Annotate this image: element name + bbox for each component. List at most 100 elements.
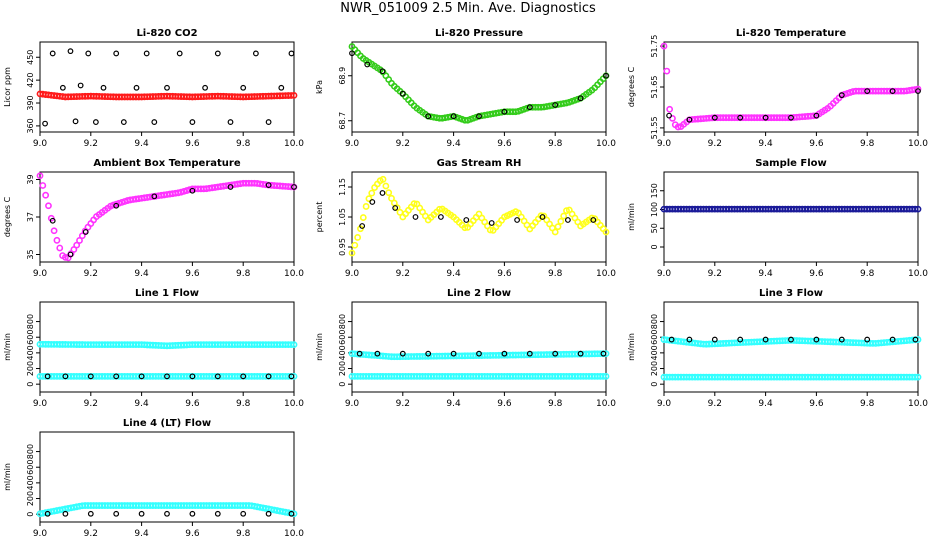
data-point bbox=[813, 336, 820, 343]
data-point bbox=[915, 88, 921, 94]
x-tick-label: 9.8 bbox=[548, 399, 563, 409]
data-point bbox=[287, 183, 295, 191]
data-point bbox=[59, 84, 66, 91]
x-tick-label: 9.0 bbox=[33, 269, 48, 279]
series-rh-raw bbox=[348, 175, 610, 257]
x-tick-label: 10.0 bbox=[908, 139, 928, 149]
data-point bbox=[813, 112, 820, 119]
data-point bbox=[600, 350, 607, 357]
data-point bbox=[599, 372, 607, 380]
chart-line4: Line 4 (LT) Flow ml/min 9.0 9.2 9.4 9.6 9.8 10.… bbox=[3, 418, 304, 539]
data-point bbox=[113, 50, 120, 57]
y-axis-label: Licor ppm bbox=[3, 67, 12, 107]
y-axis-label: percent bbox=[315, 202, 324, 233]
data-point bbox=[393, 204, 401, 212]
data-point bbox=[359, 214, 367, 221]
data-point bbox=[565, 217, 571, 223]
data-point bbox=[552, 350, 559, 357]
series-box-temp-avg bbox=[49, 182, 297, 258]
data-point bbox=[914, 85, 922, 93]
x-tick-label: 9.2 bbox=[396, 139, 410, 149]
x-tick-label: 9.8 bbox=[860, 139, 875, 149]
y-axis-label: ml/min bbox=[315, 333, 324, 361]
data-point bbox=[737, 114, 744, 121]
series-line1-high bbox=[36, 340, 298, 350]
data-point bbox=[189, 510, 196, 517]
data-point bbox=[501, 108, 508, 115]
data-point bbox=[62, 510, 69, 517]
data-point bbox=[214, 510, 221, 517]
series-line4-avg bbox=[44, 510, 295, 517]
data-point bbox=[711, 336, 718, 343]
data-point bbox=[44, 373, 51, 380]
data-point bbox=[514, 217, 520, 223]
data-point bbox=[189, 373, 196, 380]
data-point bbox=[49, 50, 56, 57]
data-point bbox=[288, 373, 295, 380]
chart-line2: Line 2 Flow ml/min 9.0 9.2 9.4 9.6 9.8 10.0 0 200… bbox=[315, 288, 616, 409]
data-point bbox=[72, 118, 79, 125]
series-line2-low bbox=[348, 372, 610, 380]
data-point bbox=[436, 205, 443, 213]
chart-sample-flow: Sample Flow ml/min 9.0 9.2 9.4 9.6 9.8 10.0 0 50 1… bbox=[627, 158, 928, 279]
data-point bbox=[120, 119, 127, 125]
y-tick-label: 200 bbox=[26, 361, 35, 376]
data-point bbox=[388, 194, 395, 202]
data-point bbox=[73, 241, 81, 249]
data-point bbox=[788, 336, 794, 343]
x-tick-label: 9.6 bbox=[185, 139, 200, 149]
x-tick-label: 9.0 bbox=[657, 399, 672, 409]
data-point bbox=[668, 336, 675, 343]
data-point bbox=[425, 350, 432, 357]
chart-line3: Line 3 Flow ml/min 9.0 9.2 9.4 9.6 9.8 10.0 0 200… bbox=[627, 288, 928, 409]
x-tick-label: 10.0 bbox=[908, 269, 928, 279]
data-point bbox=[164, 510, 170, 517]
chart-title: Gas Stream RH bbox=[437, 158, 522, 169]
data-point bbox=[265, 119, 272, 125]
data-point bbox=[762, 336, 769, 343]
chart-co2: Li-820 CO2 Licor ppm 9.0 9.2 9.4 9.6 9.8 10.0 36… bbox=[3, 28, 304, 149]
data-point bbox=[45, 202, 52, 210]
x-tick-label: 9.6 bbox=[809, 269, 824, 279]
y-tick-label: 200 bbox=[26, 491, 35, 506]
data-point bbox=[53, 236, 61, 244]
plot-frame bbox=[663, 301, 919, 393]
y-tick-label: 51.65 bbox=[650, 76, 659, 99]
x-tick-label: 9.4 bbox=[134, 269, 149, 279]
data-point bbox=[39, 182, 47, 189]
data-point bbox=[240, 373, 247, 380]
y-tick-label: 0 bbox=[650, 244, 659, 249]
data-point bbox=[252, 50, 259, 57]
x-tick-label: 10.0 bbox=[284, 139, 304, 149]
data-point bbox=[392, 205, 399, 211]
data-point bbox=[87, 510, 94, 517]
x-tick-label: 9.0 bbox=[33, 529, 48, 539]
data-point bbox=[138, 510, 145, 517]
series-line3-low bbox=[660, 373, 922, 381]
data-point bbox=[674, 123, 682, 131]
x-tick-label: 9.6 bbox=[497, 269, 512, 279]
data-point bbox=[838, 92, 845, 99]
data-point bbox=[889, 336, 896, 343]
x-tick-label: 9.2 bbox=[708, 399, 722, 409]
y-tick-label: 600 bbox=[650, 330, 659, 345]
y-tick-label: 600 bbox=[338, 330, 347, 345]
data-point bbox=[278, 84, 285, 91]
data-point bbox=[67, 251, 74, 258]
series-co2-ref bbox=[42, 48, 295, 127]
data-point bbox=[737, 336, 744, 343]
data-point bbox=[82, 229, 89, 235]
data-point bbox=[44, 510, 51, 517]
y-tick-label: 200 bbox=[650, 361, 659, 376]
data-point bbox=[590, 217, 597, 223]
data-point bbox=[911, 86, 919, 93]
series-co2-avg bbox=[36, 90, 298, 101]
data-point bbox=[227, 119, 234, 125]
series-pressure-avg bbox=[349, 50, 609, 120]
y-tick-label: 200 bbox=[338, 361, 347, 376]
data-point bbox=[461, 224, 469, 232]
y-axis-label: ml/min bbox=[3, 333, 12, 361]
plot-frame bbox=[351, 301, 607, 393]
data-point bbox=[240, 84, 247, 91]
x-tick-label: 9.6 bbox=[185, 269, 200, 279]
